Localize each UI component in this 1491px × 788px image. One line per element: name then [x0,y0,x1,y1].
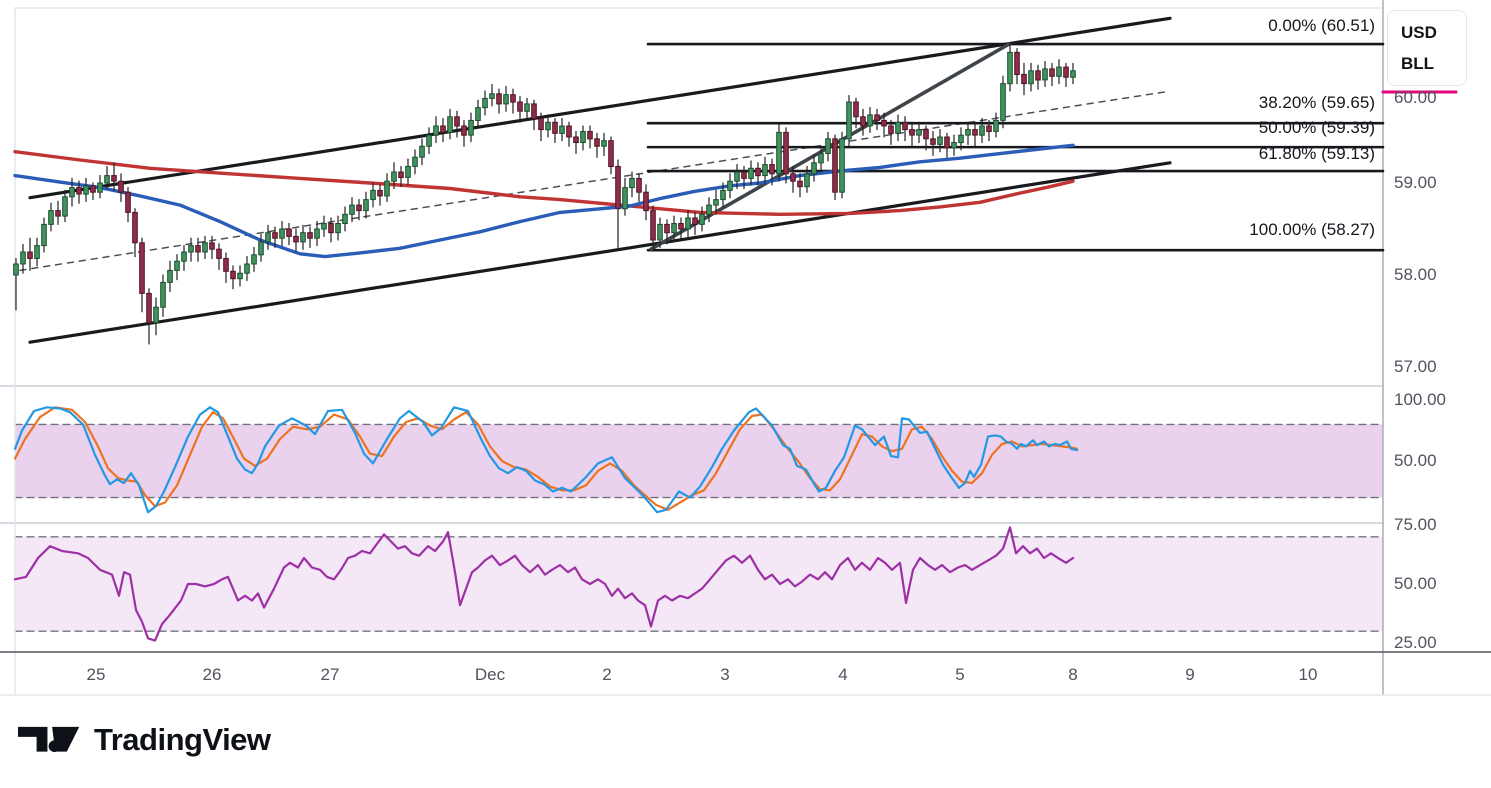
tradingview-logo[interactable]: TradingView [18,722,271,758]
fib-level-label: 61.80% (59.13) [1258,144,1375,163]
fib-level-label: 0.00% (60.51) [1268,16,1375,35]
stoch-tick-label: 100.00 [1394,390,1446,409]
fib-level-label: 100.00% (58.27) [1249,220,1375,239]
time-axis-label: 4 [838,665,848,684]
chart-canvas[interactable] [0,0,1491,700]
time-axis-label: 5 [955,665,965,684]
tradingview-logo-icon [18,726,80,753]
symbol-box[interactable]: USD BLL [1387,10,1467,86]
time-axis-label: 26 [202,665,222,684]
time-axis-label: 9 [1185,665,1195,684]
time-axis-label: 3 [720,665,730,684]
time-axis-label: 2 [602,665,612,684]
time-axis-label: 10 [1298,665,1318,684]
symbol-quote-label: BLL [1401,54,1435,73]
price-tick-label: 60.00 [1394,88,1437,107]
time-axis-label: 27 [320,665,340,684]
tradingview-logo-text: TradingView [94,722,271,757]
price-tick-label: 57.00 [1394,357,1437,376]
fib-level-label: 50.00% (59.39) [1258,118,1375,137]
time-axis-label: 8 [1068,665,1078,684]
symbol-base-label: USD [1401,23,1437,42]
rsi-tick-label: 75.00 [1394,515,1437,534]
rsi-tick-label: 50.00 [1394,574,1437,593]
stoch-tick-label: 50.00 [1394,451,1437,470]
price-tick-label: 59.00 [1394,173,1437,192]
rsi-tick-label: 25.00 [1394,633,1437,652]
time-axis-label: 25 [86,665,106,684]
time-axis-label: Dec [474,665,506,684]
fib-level-label: 38.20% (59.65) [1258,93,1375,112]
price-tick-label: 58.00 [1394,265,1437,284]
